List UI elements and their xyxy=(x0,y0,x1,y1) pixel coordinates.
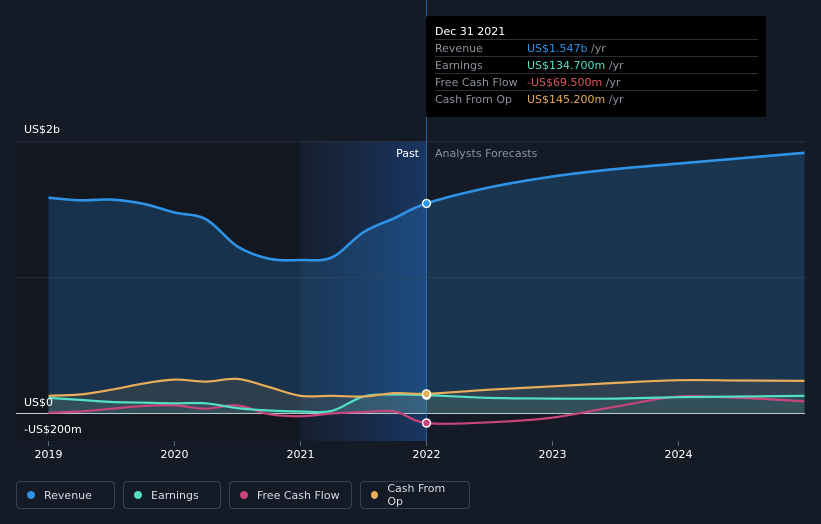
x-tick-label: 2021 xyxy=(287,448,315,461)
revenue-dot-icon xyxy=(27,491,35,499)
y-tick-label-top: US$2b xyxy=(24,123,60,136)
chart-legend: Revenue Earnings Free Cash Flow Cash Fro… xyxy=(16,481,470,509)
revenue-marker xyxy=(421,198,432,209)
tooltip-label: Free Cash Flow xyxy=(435,76,518,89)
past-label: Past xyxy=(396,147,420,160)
free-cash-flow-marker xyxy=(421,418,432,428)
x-tick-label: 2023 xyxy=(539,448,567,461)
tooltip-label: Earnings xyxy=(435,59,483,72)
tooltip-label: Cash From Op xyxy=(435,93,513,106)
legend-item-free-cash-flow[interactable]: Free Cash Flow xyxy=(229,481,352,509)
tooltip-date: Dec 31 2021 xyxy=(435,25,506,38)
y-tick-label-bottom: -US$200m xyxy=(24,423,82,436)
legend-item-cash-from-op[interactable]: Cash From Op xyxy=(360,481,470,509)
legend-item-revenue[interactable]: Revenue xyxy=(16,481,115,509)
x-tick-label: 2020 xyxy=(161,448,189,461)
revenue-line xyxy=(48,151,805,262)
forecast-label: Analysts Forecasts xyxy=(435,147,538,160)
chart-background xyxy=(16,141,427,441)
legend-label: Free Cash Flow xyxy=(257,488,340,502)
tooltip-value: -US$69.500m /yr xyxy=(527,76,621,89)
cash-from-op-marker xyxy=(421,389,432,399)
x-tick-label: 2022 xyxy=(413,448,441,461)
free-cash-flow-line xyxy=(48,394,805,425)
legend-label: Revenue xyxy=(44,488,92,502)
tooltip-row-free-cash-flow: Free Cash Flow -US$69.500m /yr xyxy=(435,73,758,91)
earnings-dot-icon xyxy=(134,491,142,499)
tooltip-label: Revenue xyxy=(435,42,483,55)
x-tick-label: 2019 xyxy=(35,448,63,461)
x-axis-ticks: 2019 2020 2021 2022 2023 2024 xyxy=(35,441,693,461)
tooltip-panel: Dec 31 2021 Revenue US$1.547b /yr Earnin… xyxy=(426,16,766,117)
legend-label: Earnings xyxy=(151,488,199,502)
chart-lines xyxy=(48,151,805,425)
tooltip-row-earnings: Earnings US$134.700m /yr xyxy=(435,56,758,74)
tooltip-row-cash-from-op: Cash From Op US$145.200m /yr xyxy=(435,90,758,108)
y-tick-label-zero: US$0 xyxy=(24,396,53,409)
chart-markers xyxy=(421,198,432,428)
earnings-line xyxy=(48,393,805,414)
legend-label: Cash From Op xyxy=(387,482,446,508)
past-highlight-band xyxy=(300,141,427,441)
tooltip-value: US$1.547b /yr xyxy=(527,42,606,55)
free-cash-flow-dot-icon xyxy=(240,491,248,499)
x-tick-label: 2024 xyxy=(665,448,693,461)
tooltip-value: US$145.200m /yr xyxy=(527,93,624,106)
revenue-area xyxy=(48,152,805,414)
cash-from-op-line xyxy=(48,377,805,398)
tooltip-row-revenue: Revenue US$1.547b /yr xyxy=(435,39,758,57)
past-background-band xyxy=(16,141,301,441)
legend-item-earnings[interactable]: Earnings xyxy=(123,481,221,509)
cash-from-op-dot-icon xyxy=(371,491,379,499)
tooltip-value: US$134.700m /yr xyxy=(527,59,624,72)
